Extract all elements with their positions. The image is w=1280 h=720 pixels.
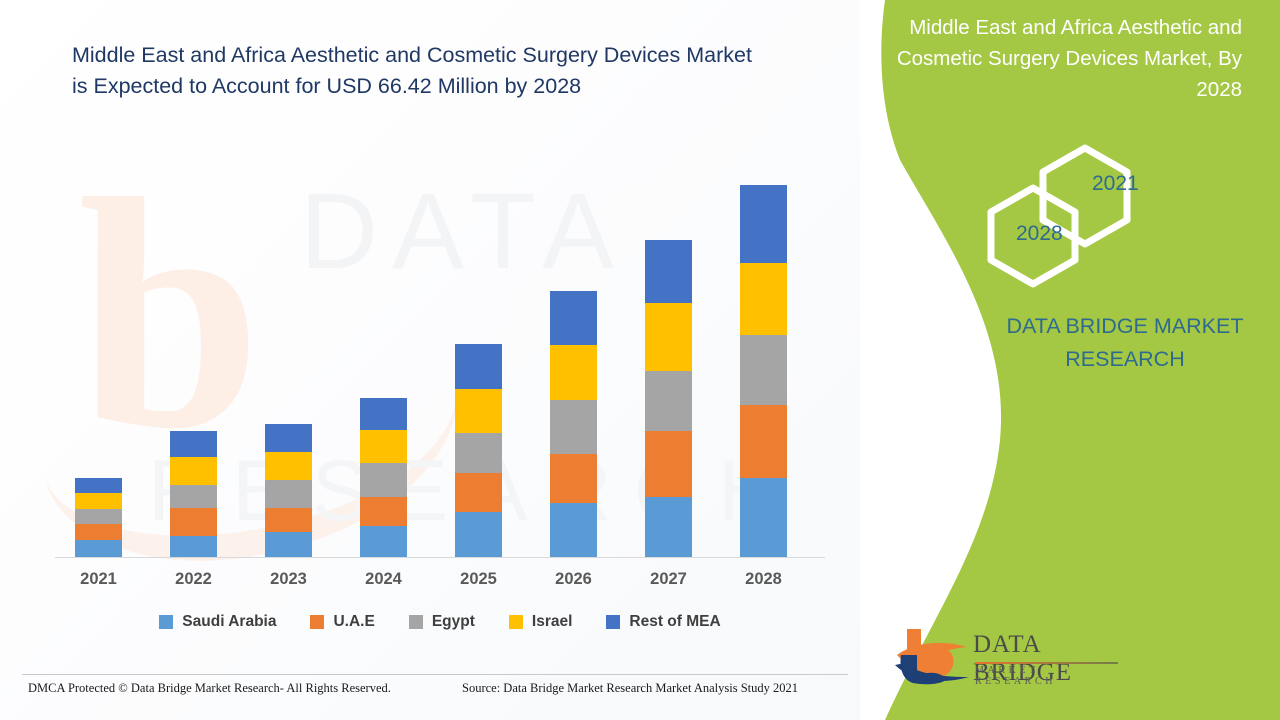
legend-label: Saudi Arabia (182, 613, 277, 630)
x-axis-label-2023: 2023 (270, 570, 307, 588)
x-axis-label-2021: 2021 (80, 570, 117, 588)
bar-segment-saudi-arabia-2025 (455, 512, 502, 557)
hexagon-2028 (987, 184, 1079, 288)
bar-2028 (740, 185, 787, 557)
legend-label: U.A.E (333, 613, 375, 630)
bar-segment-egypt-2025 (455, 433, 502, 473)
x-axis-labels: 2021 2022 2023 2024 2025 2026 2027 2028 (55, 570, 825, 600)
legend-item-u-a-e[interactable]: U.A.E (310, 613, 375, 631)
bar-segment-egypt-2026 (550, 400, 597, 454)
bar-segment-rest-of-mea-2021 (75, 478, 122, 493)
hexagon-label-2021: 2021 (1092, 172, 1139, 195)
x-axis-label-2027: 2027 (650, 570, 687, 588)
bar-2026 (550, 291, 597, 557)
bar-segment-israel-2022 (170, 457, 217, 485)
bar-segment-saudi-arabia-2022 (170, 536, 217, 557)
bar-2027 (645, 240, 692, 557)
bar-segment-israel-2026 (550, 345, 597, 400)
footer-source: Source: Data Bridge Market Research Mark… (462, 681, 799, 695)
bar-segment-israel-2024 (360, 430, 407, 463)
bar-segment-u-a-e-2023 (265, 508, 312, 532)
bar-segment-u-a-e-2025 (455, 473, 502, 512)
bar-segment-u-a-e-2026 (550, 454, 597, 503)
logo-mark-icon (895, 629, 969, 685)
bar-segment-u-a-e-2024 (360, 497, 407, 526)
footer-copyright: DMCA Protected © Data Bridge Market Rese… (28, 681, 391, 695)
green-panel-shape (881, 0, 1280, 720)
bar-segment-israel-2021 (75, 493, 122, 509)
x-axis-label-2026: 2026 (555, 570, 592, 588)
hexagon-shapes (987, 144, 1131, 288)
legend-item-egypt[interactable]: Egypt (408, 613, 475, 631)
legend-item-saudi-arabia[interactable]: Saudi Arabia (159, 613, 276, 631)
bar-segment-rest-of-mea-2026 (550, 291, 597, 345)
bar-segment-israel-2023 (265, 452, 312, 480)
chart-pane (0, 0, 860, 720)
bar-2021 (75, 478, 122, 557)
chart-legend: Saudi Arabia U.A.E Egypt Israel Rest of MEA (55, 613, 825, 631)
legend-swatch-icon (310, 615, 325, 629)
bar-2023 (265, 424, 312, 557)
plot-area (55, 150, 825, 558)
x-axis-label-2025: 2025 (460, 570, 497, 588)
legend-swatch-icon (408, 615, 423, 629)
chart-title: Middle East and Africa Aesthetic and Cos… (72, 43, 752, 98)
bar-segment-egypt-2023 (265, 480, 312, 508)
bar-segment-saudi-arabia-2026 (550, 503, 597, 557)
bar-2025 (455, 344, 502, 557)
footer-divider (22, 674, 848, 675)
bar-2024 (360, 398, 407, 557)
legend-swatch-icon (159, 615, 174, 629)
bar-segment-rest-of-mea-2024 (360, 398, 407, 430)
logo-divider (975, 662, 1118, 664)
bar-segment-saudi-arabia-2027 (645, 497, 692, 557)
x-axis-label-2024: 2024 (365, 570, 402, 588)
bar-segment-rest-of-mea-2023 (265, 424, 312, 452)
bar-segment-rest-of-mea-2025 (455, 344, 502, 389)
bar-segment-egypt-2024 (360, 463, 407, 497)
x-axis-line (55, 557, 825, 558)
legend-label: Egypt (431, 613, 475, 630)
company-logo: DATA BRIDGE MARKET RESEARCH (895, 625, 1125, 693)
brand-name-text: DATA BRIDGE MARKET RESEARCH (1006, 314, 1244, 371)
bar-segment-egypt-2027 (645, 371, 692, 431)
bar-segment-israel-2027 (645, 303, 692, 371)
legend-swatch-icon (606, 615, 621, 629)
bar-segment-u-a-e-2022 (170, 508, 217, 536)
x-axis-label-2022: 2022 (175, 570, 212, 588)
bar-segment-saudi-arabia-2028 (740, 478, 787, 557)
bar-segment-egypt-2028 (740, 335, 787, 405)
bar-segment-u-a-e-2028 (740, 405, 787, 478)
bar-segment-israel-2028 (740, 263, 787, 335)
green-panel (850, 0, 1280, 720)
bar-segment-israel-2025 (455, 389, 502, 433)
bar-segment-saudi-arabia-2023 (265, 532, 312, 557)
hexagon-2021 (1039, 144, 1131, 248)
bar-segment-egypt-2022 (170, 485, 217, 508)
bar-segment-saudi-arabia-2024 (360, 526, 407, 557)
hexagon-label-2028: 2028 (1016, 222, 1063, 245)
bar-2022 (170, 431, 217, 557)
bar-segment-rest-of-mea-2027 (645, 240, 692, 303)
legend-item-rest-of-mea[interactable]: Rest of MEA (606, 613, 721, 631)
bar-segment-saudi-arabia-2021 (75, 540, 122, 557)
bar-segment-u-a-e-2027 (645, 431, 692, 497)
panel-title: Middle East and Africa Aesthetic and Cos… (896, 16, 1242, 101)
legend-label: Rest of MEA (629, 613, 721, 630)
legend-label: Israel (531, 613, 573, 630)
hexagon-group: 2021 2028 (985, 140, 1185, 290)
bar-segment-egypt-2021 (75, 509, 122, 524)
bar-segment-u-a-e-2021 (75, 524, 122, 540)
legend-swatch-icon (508, 615, 523, 629)
bar-segment-rest-of-mea-2022 (170, 431, 217, 457)
logo-subtitle: MARKET RESEARCH (975, 665, 1057, 687)
bar-segment-rest-of-mea-2028 (740, 185, 787, 263)
legend-item-israel[interactable]: Israel (508, 613, 573, 631)
x-axis-label-2028: 2028 (745, 570, 782, 588)
